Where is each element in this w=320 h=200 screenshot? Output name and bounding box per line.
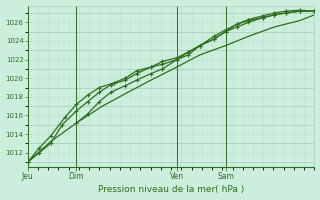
X-axis label: Pression niveau de la mer( hPa ): Pression niveau de la mer( hPa ) <box>98 185 244 194</box>
